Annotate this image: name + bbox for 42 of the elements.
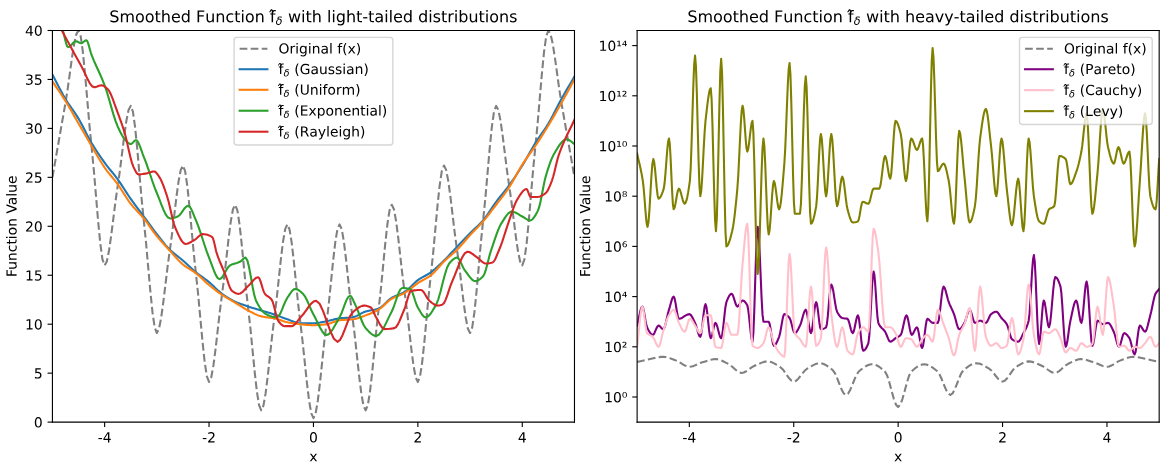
x-tick-label: 4 (1103, 432, 1111, 443)
x-tick-label: -2 (787, 432, 800, 443)
y-tick-label: 0 (34, 417, 42, 428)
legend-label: Original f(x) (1064, 42, 1146, 57)
x-tick-label: -4 (683, 432, 696, 443)
chart-title: Smoothed Function f̂$_{δ}$ with light-tailed distributions (110, 9, 517, 26)
legend-label: f̂$_{δ}$ (Exponential) (277, 104, 387, 119)
x-tick-label: 0 (309, 432, 317, 443)
x-tick-label: 2 (414, 432, 421, 443)
x-tick-label: 4 (518, 432, 526, 443)
legend-label: f̂$_{δ}$ (Rayleigh) (277, 125, 365, 140)
legend-label: f̂$_{δ}$ (Uniform) (277, 83, 360, 98)
y-axis-title: Function Value (579, 176, 591, 276)
y-tick-label: 40 (25, 25, 42, 36)
y-axis-title: Function Value (6, 176, 17, 276)
y-tick-label: 10 (26, 319, 42, 330)
x-axis-title: x (894, 453, 902, 462)
x-tick-label: -4 (98, 432, 111, 443)
y-tick-label: 15 (26, 270, 42, 281)
y-tick-label: 35 (26, 74, 42, 85)
y-tick-label: 10² (605, 341, 627, 353)
legend-label: f̂$_{δ}$ (Gaussian) (277, 62, 368, 77)
x-tick-label: 0 (894, 432, 902, 443)
y-tick-label: 20 (26, 221, 42, 232)
y-tick-label: 10⁰ (605, 391, 627, 403)
y-tick-label: 10⁸ (605, 191, 627, 202)
x-axis-title: x (309, 453, 318, 462)
x-tick-label: -2 (202, 432, 215, 443)
legend-label: f̂$_{δ}$ (Pareto) (1063, 62, 1135, 77)
legend-label: Original f(x) (279, 42, 361, 57)
y-tick-label: 10⁴ (605, 291, 627, 303)
y-tick-label: 25 (26, 172, 42, 183)
legend-label: f̂$_{δ}$ (Cauchy) (1063, 83, 1142, 98)
y-tick-label: 10⁶ (605, 241, 627, 252)
chart-title: Smoothed Function f̂$_{δ}$ with heavy-tailed distributions (688, 9, 1108, 26)
y-tick-label: 10¹² (600, 90, 627, 102)
y-tick-label: 5 (34, 368, 42, 379)
y-tick-label: 30 (26, 123, 42, 134)
x-tick-label: 2 (999, 432, 1006, 443)
legend-label: f̂$_{δ}$ (Levy) (1063, 104, 1123, 119)
y-tick-label: 10¹⁴ (600, 40, 627, 52)
y-tick-label: 10¹⁰ (600, 140, 627, 152)
